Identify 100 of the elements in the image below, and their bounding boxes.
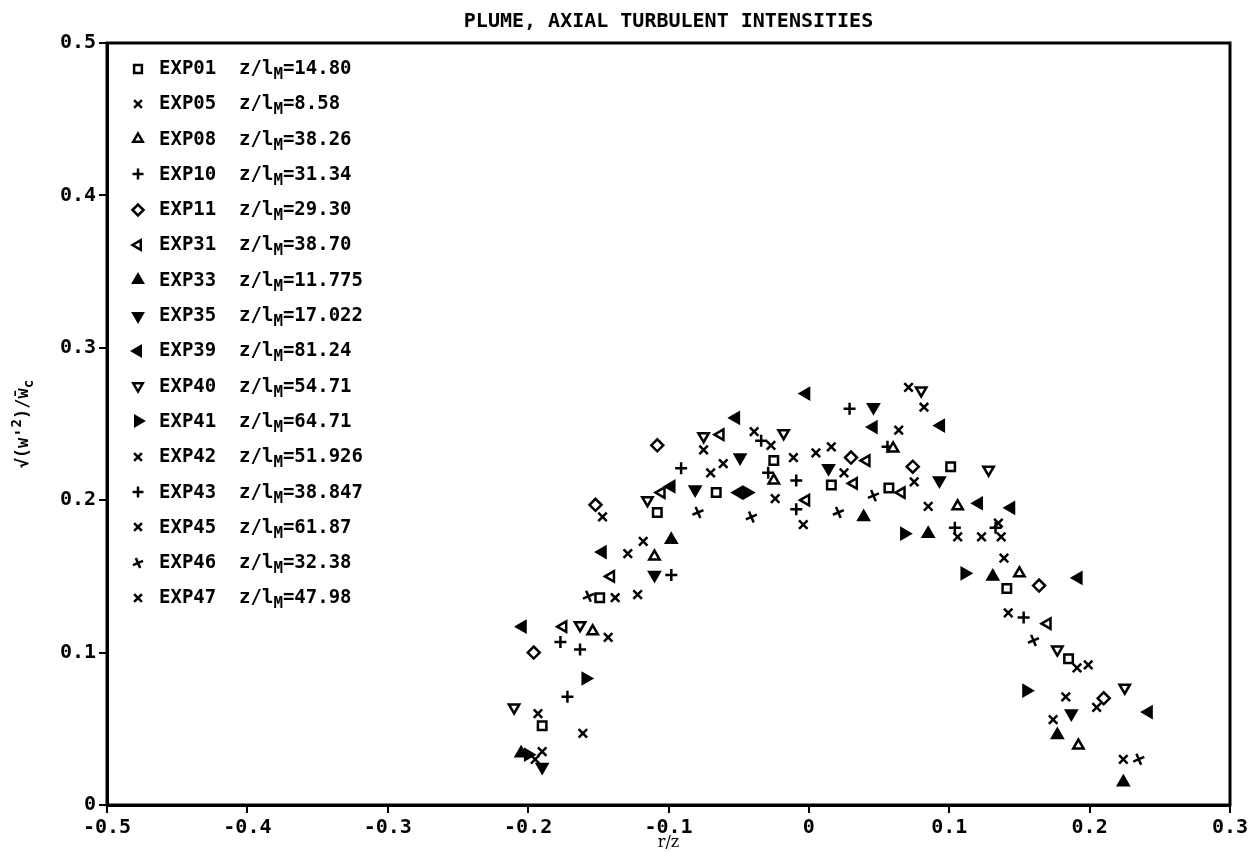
point xyxy=(733,453,747,465)
point xyxy=(777,428,791,441)
x-tick-label: 0.1 xyxy=(931,814,968,839)
point xyxy=(603,569,616,583)
point xyxy=(760,465,776,481)
point xyxy=(960,566,972,580)
point xyxy=(532,708,544,720)
x-tick-label: -0.2 xyxy=(504,814,553,839)
point xyxy=(536,746,548,758)
point xyxy=(705,467,717,479)
point xyxy=(768,455,780,467)
point xyxy=(918,401,930,413)
point xyxy=(1026,633,1041,648)
point xyxy=(769,493,781,505)
y-tick-label: 0.2 xyxy=(59,486,96,511)
point xyxy=(921,526,935,538)
point xyxy=(535,762,549,775)
point xyxy=(894,486,906,500)
legend-label: EXP40 z/l$_{M}$=54.71 xyxy=(159,373,352,401)
y-tick-label: 0.4 xyxy=(59,181,96,206)
point xyxy=(971,496,983,510)
legend-label: EXP08 z/l$_{M}$=38.26 xyxy=(159,126,352,154)
point xyxy=(688,485,702,497)
point xyxy=(526,645,541,660)
point xyxy=(842,401,857,417)
point xyxy=(945,461,957,473)
chart-title: PLUME, AXIAL TURBULENT INTENSITIES xyxy=(462,8,875,32)
point xyxy=(588,497,603,513)
point xyxy=(903,381,915,393)
point xyxy=(1071,662,1083,674)
point xyxy=(995,531,1007,543)
point xyxy=(952,531,964,543)
point xyxy=(933,419,946,432)
point xyxy=(1002,607,1014,619)
point xyxy=(866,420,878,434)
point xyxy=(691,505,705,520)
legend-label: EXP01 z/l$_{M}$=14.80 xyxy=(159,56,352,83)
point xyxy=(1022,684,1034,698)
point xyxy=(886,441,900,453)
y-tick-label: 0.3 xyxy=(59,334,96,358)
x-tick-label: 0 xyxy=(802,814,815,839)
point xyxy=(947,520,963,535)
point xyxy=(822,463,835,476)
point xyxy=(797,519,809,531)
point xyxy=(1118,683,1132,695)
point xyxy=(637,535,649,547)
point xyxy=(857,509,871,522)
point xyxy=(905,459,920,474)
point xyxy=(1141,705,1153,719)
x-tick-label: -0.5 xyxy=(82,814,132,839)
point xyxy=(664,532,678,545)
x-tick-label: -0.3 xyxy=(363,814,412,839)
point xyxy=(697,431,711,444)
point xyxy=(1071,738,1085,750)
point xyxy=(560,689,575,705)
x-tick-label: 0.3 xyxy=(1211,814,1249,839)
point xyxy=(1117,753,1129,765)
point xyxy=(753,433,769,449)
point xyxy=(622,548,634,560)
point xyxy=(859,454,871,468)
point xyxy=(810,447,822,459)
point xyxy=(555,620,568,634)
point xyxy=(1001,583,1013,595)
point xyxy=(744,510,759,524)
point xyxy=(572,642,588,657)
legend-label: EXP33 z/l$_{M}$=11.775 xyxy=(159,267,363,295)
point xyxy=(831,505,846,520)
y-tick-label: 0 xyxy=(83,791,96,816)
legend-label: EXP45 z/l$_{M}$=61.87 xyxy=(159,514,352,542)
point xyxy=(710,487,722,499)
legend-label: EXP39 z/l$_{M}$=81.24 xyxy=(159,338,352,366)
legend-label: EXP42 z/l$_{M}$=51.926 xyxy=(159,444,363,472)
legend-label: EXP46 z/l$_{M}$=32.38 xyxy=(159,550,352,577)
point xyxy=(788,473,804,488)
point xyxy=(581,672,593,685)
point xyxy=(698,444,710,456)
point xyxy=(1012,566,1026,578)
point xyxy=(838,467,850,479)
point xyxy=(988,520,1003,535)
point xyxy=(1082,659,1094,671)
point xyxy=(932,476,946,488)
point xyxy=(597,511,609,523)
point xyxy=(728,411,741,425)
point xyxy=(976,531,988,543)
point xyxy=(798,493,811,507)
point xyxy=(602,631,614,643)
point xyxy=(673,460,689,476)
point xyxy=(573,620,587,633)
point xyxy=(586,624,600,636)
point xyxy=(1031,578,1047,593)
point xyxy=(825,479,837,491)
point xyxy=(507,703,521,715)
point xyxy=(1050,727,1064,740)
point xyxy=(717,458,729,470)
point xyxy=(632,589,644,601)
point xyxy=(1016,610,1031,625)
point xyxy=(998,552,1010,564)
point xyxy=(986,569,1000,581)
point xyxy=(1064,709,1078,721)
point xyxy=(577,727,589,739)
